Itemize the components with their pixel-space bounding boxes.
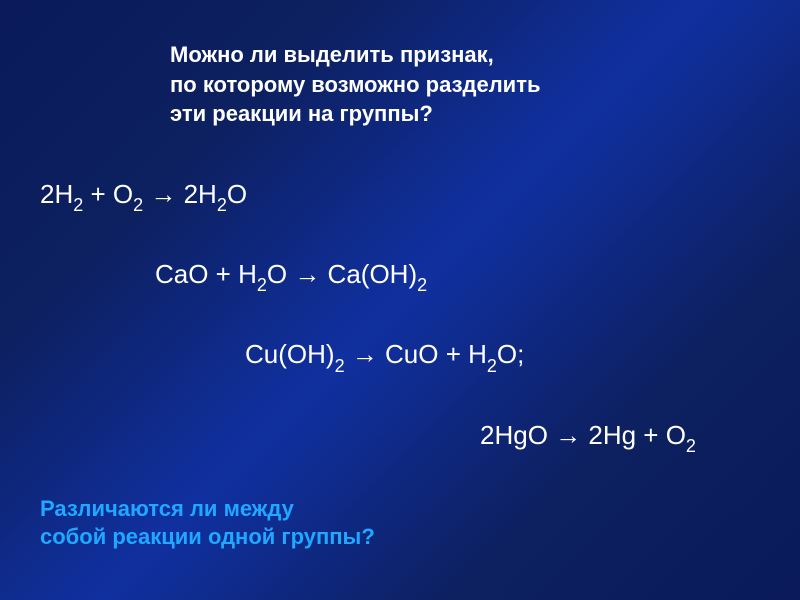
eq2-p0: CaO + H (155, 259, 257, 289)
question-top: Можно ли выделить признак, по которому в… (170, 40, 760, 129)
question-top-line2: по которому возможно разделить (170, 70, 760, 100)
question-top-line3: эти реакции на группы? (170, 99, 760, 129)
eq2-p3: 2 (417, 275, 427, 295)
eq1-p5: 2 (217, 195, 227, 215)
equation-1: 2H2 + O2 → 2H2O (40, 179, 760, 214)
eq2-p1: 2 (257, 275, 267, 295)
question-bottom-line2: собой реакции одной группы? (40, 523, 760, 552)
question-top-line1: Можно ли выделить признак, (170, 40, 760, 70)
eq1-p1: 2 (73, 195, 83, 215)
eq4-p0: 2HgO → 2Hg + O (480, 420, 686, 450)
eq3-p1: 2 (335, 356, 345, 376)
eq1-p2: + O (83, 179, 133, 209)
eq3-p0: Cu(OH) (245, 339, 335, 369)
eq2-p2: O → Ca(OH) (267, 259, 417, 289)
eq3-p2: → CuO + H (345, 339, 487, 369)
eq1-p0: 2H (40, 179, 73, 209)
eq3-p3: 2 (487, 356, 497, 376)
question-bottom-line1: Различаются ли между (40, 495, 760, 524)
question-bottom: Различаются ли между собой реакции одной… (40, 495, 760, 552)
equation-4: 2HgO → 2Hg + O2 (480, 420, 760, 455)
equation-3: Cu(OH)2 → CuO + H2O; (245, 339, 760, 374)
slide-container: Можно ли выделить признак, по которому в… (0, 0, 800, 600)
eq1-p4: → 2H (143, 179, 217, 209)
eq3-p4: O; (497, 339, 524, 369)
eq4-p1: 2 (686, 436, 696, 456)
eq1-p3: 2 (133, 195, 143, 215)
equation-2: CaO + H2O → Ca(OH)2 (155, 259, 760, 294)
eq1-p6: O (227, 179, 247, 209)
